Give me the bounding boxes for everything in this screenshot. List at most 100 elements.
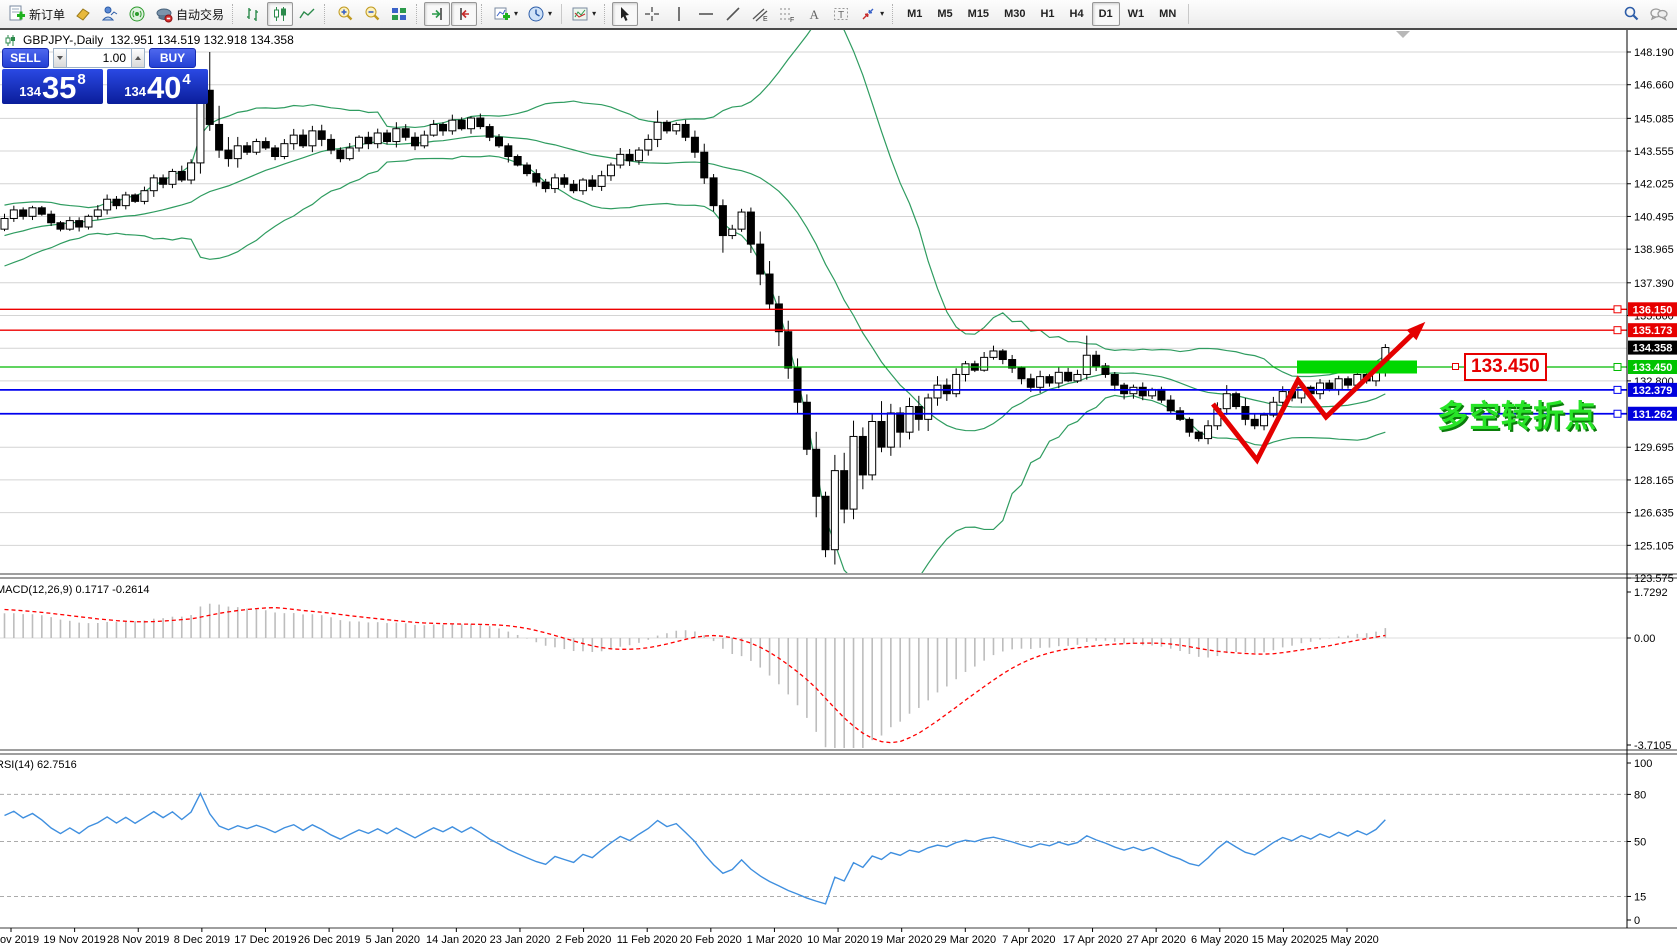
text-label-button[interactable]: T [828, 2, 854, 26]
chart-shift-marker[interactable] [1396, 31, 1410, 38]
cursor-button[interactable] [612, 2, 639, 26]
auto-scroll-button[interactable] [424, 2, 451, 26]
text-button[interactable]: A [801, 2, 827, 26]
dropdown-caret: ▾ [514, 9, 519, 18]
macd-signal-line [4, 606, 1386, 744]
timeframe-d1-button[interactable]: D1 [1091, 2, 1120, 26]
strategy-tester-icon [101, 6, 118, 21]
price-badge: 133.450 [1628, 359, 1677, 374]
trend-arrow[interactable] [1211, 321, 1426, 465]
svg-text:128.165: 128.165 [1634, 475, 1674, 487]
fibonacci-button[interactable]: F [774, 2, 800, 26]
timeframe-w1-button[interactable]: W1 [1121, 2, 1152, 26]
tile-windows-button[interactable] [386, 2, 412, 26]
bar-chart-button[interactable] [240, 2, 266, 26]
svg-text:131.262: 131.262 [1633, 409, 1673, 421]
svg-text:14 Jan 2020: 14 Jan 2020 [426, 934, 487, 946]
zoom-out-icon [365, 6, 380, 21]
dropdown-caret: ▾ [880, 9, 885, 18]
toolbar-separator [1188, 4, 1190, 24]
toolbar: 新订单 自动交易 ▾ ▾ [0, 0, 1677, 28]
timeframe-mn-button[interactable]: MN [1152, 2, 1183, 26]
rsi-indicator-label: RSI(14) 62.7516 [0, 759, 77, 771]
svg-text:-3.7105: -3.7105 [1634, 740, 1671, 752]
svg-text:E: E [763, 16, 768, 23]
zoom-out-button[interactable] [359, 2, 385, 26]
svg-text:5 Jan 2020: 5 Jan 2020 [366, 934, 420, 946]
equidistant-channel-icon: E [752, 8, 768, 23]
svg-text:135.173: 135.173 [1633, 325, 1673, 337]
turning-point-annotation[interactable]: 多空转折点 [1437, 399, 1597, 434]
svg-text:125.105: 125.105 [1634, 540, 1674, 552]
timeframe-m30-button[interactable]: M30 [997, 2, 1032, 26]
svg-text:126.635: 126.635 [1634, 508, 1674, 520]
autotrading-button[interactable]: 自动交易 [151, 2, 228, 26]
sell-price-tile[interactable]: 134 35 8 [2, 69, 103, 104]
chart-shift-button[interactable] [451, 2, 478, 26]
timeframe-h1-button[interactable]: H1 [1033, 2, 1061, 26]
bollinger-bands [4, 30, 1386, 573]
svg-text:50: 50 [1634, 837, 1646, 849]
metaeditor-button[interactable] [70, 2, 96, 26]
timeframe-h4-button[interactable]: H4 [1063, 2, 1091, 26]
strategy-tester-button[interactable] [97, 2, 123, 26]
level-label-anchor[interactable] [1452, 363, 1459, 370]
svg-text:23 Jan 2020: 23 Jan 2020 [490, 934, 551, 946]
volume-decrease-button[interactable] [53, 47, 67, 68]
dropdown-caret: ▾ [548, 9, 553, 18]
horizontal-line-icon [699, 13, 714, 15]
svg-text:129.695: 129.695 [1634, 442, 1674, 454]
timeframe-m15-button[interactable]: M15 [961, 2, 996, 26]
svg-text:140.495: 140.495 [1634, 211, 1674, 223]
crosshair-button[interactable] [639, 2, 665, 26]
timeframe-m5-button[interactable]: M5 [930, 2, 959, 26]
symbol-period-label: GBPJPY-,Daily [23, 33, 104, 47]
arrows-button[interactable]: ▾ [855, 2, 888, 26]
periods-button[interactable]: ▾ [523, 2, 556, 26]
svg-text:136.150: 136.150 [1633, 304, 1673, 316]
text-icon: A [810, 7, 820, 22]
price-badge: 135.173 [1628, 323, 1677, 338]
autotrading-icon [156, 8, 173, 23]
ohlc-values: 132.951 134.519 132.918 134.358 [110, 33, 294, 47]
volume-input[interactable]: 1.00 [67, 47, 131, 68]
crosshair-icon [645, 7, 660, 21]
buy-button[interactable]: BUY [149, 47, 196, 68]
line-chart-button[interactable] [294, 2, 320, 26]
level-price-label[interactable]: 133.450 [1464, 353, 1547, 381]
signals-button[interactable] [124, 2, 150, 26]
sell-button[interactable]: SELL [2, 47, 49, 68]
vertical-line-button[interactable] [666, 2, 692, 26]
candlestick-chart-button[interactable] [267, 2, 294, 26]
macd-histogram [0, 603, 1627, 748]
buy-price-tile[interactable]: 134 40 4 [107, 69, 208, 104]
equidistant-channel-button[interactable]: E [747, 2, 773, 26]
add-indicator-button[interactable]: ▾ [489, 2, 522, 26]
svg-text:8 Dec 2019: 8 Dec 2019 [174, 934, 230, 946]
toolbar-grip [324, 4, 328, 24]
new-order-icon [9, 5, 25, 21]
zoom-in-button[interactable] [332, 2, 358, 26]
price-axis[interactable]: 148.190 146.660 145.085 143.555 142.025 140.4… [1626, 30, 1677, 928]
svg-text:25 May 2020: 25 May 2020 [1315, 934, 1379, 946]
chart-template-button[interactable]: ▾ [567, 2, 600, 26]
rsi-line [4, 791, 1386, 905]
cursor-icon [621, 7, 630, 21]
svg-text:0.00: 0.00 [1634, 633, 1655, 645]
timeframe-m1-button[interactable]: M1 [900, 2, 929, 26]
trendline-button[interactable] [720, 2, 746, 26]
search-button[interactable] [1618, 2, 1644, 26]
resistance-zone[interactable] [1297, 360, 1417, 374]
pane-separators[interactable] [0, 573, 1677, 929]
buy-price-pips: 40 [146, 70, 182, 105]
toolbar-grip [416, 4, 420, 24]
svg-text:143.555: 143.555 [1634, 146, 1674, 158]
price-badge: 132.379 [1628, 382, 1677, 397]
horizontal-line-button[interactable] [693, 2, 719, 26]
community-chat-button[interactable] [1645, 2, 1673, 26]
macd-indicator-label: MACD(12,26,9) 0.1717 -0.2614 [0, 584, 150, 596]
new-order-button[interactable]: 新订单 [4, 2, 69, 26]
volume-increase-button[interactable] [131, 47, 145, 68]
